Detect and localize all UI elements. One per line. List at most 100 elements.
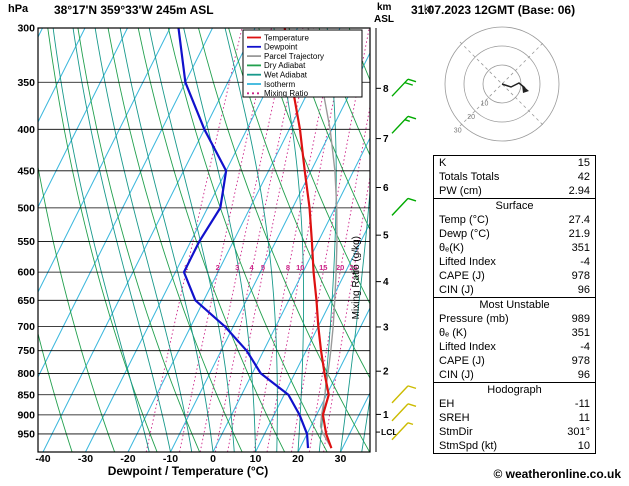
stat-row: Lifted Index -4 <box>434 340 595 354</box>
stat-label: CAPE (J) <box>439 355 485 367</box>
temp-tick-label: 20 <box>292 453 304 465</box>
isotherm-line <box>127 28 341 452</box>
stats-table: K 15 Totals Totals 42 PW (cm) 2.94 Surface Temp… <box>433 155 596 454</box>
mixing-ratio-line <box>253 28 338 452</box>
hodograph-spoke <box>459 41 545 127</box>
legend-label: Mixing Ratio <box>264 89 309 98</box>
pressure-tick-label: 600 <box>17 267 35 279</box>
plot-area: 1 2 3 4 5 8 10 15 20 25 <box>38 28 370 452</box>
temp-tick-label: 30 <box>335 453 347 465</box>
datetime-title: 31.07.2023 12GMT (Base: 06) <box>411 3 576 17</box>
pressure-tick-label: 500 <box>17 202 35 214</box>
km-tick-label: 4 <box>383 277 389 288</box>
stat-label: StmSpd (kt) <box>439 440 498 452</box>
stat-row: StmDir 301° <box>434 425 595 439</box>
legend-label: Parcel Trajectory <box>264 52 324 61</box>
stats-section-header: Hodograph <box>487 384 542 396</box>
km-tick-label: 1 <box>383 410 389 421</box>
hodograph-ring-label: 30 <box>454 127 462 134</box>
mixing-ratio-label: 8 <box>286 263 290 272</box>
stat-value: 21.9 <box>568 228 590 240</box>
stat-row: Dewp (°C) 21.9 <box>434 227 595 241</box>
isotherm-line <box>170 51 370 452</box>
hodograph-ring-label: 10 <box>481 100 489 107</box>
wind-barb <box>391 422 414 441</box>
temp-tick-label: 10 <box>250 453 262 465</box>
temp-tick-label: -30 <box>78 453 93 465</box>
stat-label: Totals Totals <box>439 171 500 183</box>
station-title: 38°17'N 359°33'W 245m ASL <box>54 3 214 17</box>
dry-adiabat-line <box>318 28 370 157</box>
stat-value: -4 <box>580 256 590 268</box>
stat-row: Lifted Index -4 <box>434 255 595 269</box>
stat-label: CIN (J) <box>439 284 474 296</box>
mixing-ratio-line <box>145 28 243 452</box>
hodograph-ring-label: 20 <box>467 114 475 121</box>
stats-section: Surface Temp (°C) 27.4 Dewp (°C) 21.9 θₑ(K) 35… <box>434 198 595 297</box>
stat-value: 351 <box>571 242 590 254</box>
mixing-ratio-label: 3 <box>235 263 239 272</box>
pressure-tick-label: 350 <box>17 77 35 89</box>
mixing-ratio-label: 20 <box>336 263 344 272</box>
legend-label: Temperature <box>264 33 309 42</box>
stat-row: CAPE (J) 978 <box>434 354 595 368</box>
isotherm-line <box>297 306 370 452</box>
asl-unit-label: ASL <box>374 14 394 25</box>
legend-label: Dewpoint <box>264 43 298 52</box>
stat-label: EH <box>439 398 455 410</box>
stat-row: SREH 11 <box>434 411 595 425</box>
stat-value: -11 <box>574 398 590 410</box>
wind-barb <box>391 385 417 404</box>
km-tick-label: 8 <box>383 84 389 95</box>
temperature-curve <box>283 28 333 449</box>
mixing-ratio-line <box>227 28 314 452</box>
mixing-ratio-line <box>308 104 370 452</box>
stat-value: 351 <box>571 327 590 339</box>
temp-tick-label: -20 <box>120 453 135 465</box>
pressure-tick-label: 800 <box>17 368 35 380</box>
mixing-ratio-line <box>199 28 291 452</box>
legend-label: Wet Adiabat <box>264 71 308 80</box>
stat-row: θₑ(K) 351 <box>434 241 595 255</box>
stats-section: Most Unstable Pressure (mb) 989 θₑ (K) 351 Li… <box>434 297 595 382</box>
isotherm-line <box>38 28 213 379</box>
km-unit-label: km <box>377 2 392 13</box>
stat-label: Lifted Index <box>439 341 496 353</box>
stat-value: 96 <box>577 284 590 296</box>
mixing-ratio-axis-label: Mixing Ratio (g/kg) <box>351 236 362 320</box>
pressure-tick-label: 700 <box>17 321 35 333</box>
stat-value: 989 <box>571 313 590 325</box>
km-tick-label: 6 <box>383 183 389 194</box>
temp-tick-label: -10 <box>163 453 178 465</box>
isotherm-line <box>212 136 370 452</box>
km-tick-label: 2 <box>383 367 389 378</box>
stats-section: Hodograph EH -11 SREH 11 StmDir 301° StmSpd (kt… <box>434 382 595 453</box>
stat-value: 11 <box>578 412 590 424</box>
pressure-tick-label: 750 <box>17 345 35 357</box>
dry-adiabat-line <box>38 331 73 452</box>
stats-section: K 15 Totals Totals 42 PW (cm) 2.94 <box>434 156 595 198</box>
stat-label: Pressure (mb) <box>439 313 509 325</box>
stat-value: -4 <box>580 341 590 353</box>
hodograph-ring <box>444 26 560 142</box>
pressure-tick-label: 650 <box>17 295 35 307</box>
hodograph: 10 20 30 <box>444 26 560 142</box>
isotherm-line <box>38 28 86 124</box>
km-tick-label: 5 <box>383 231 389 242</box>
parcel-trajectory-curve <box>307 28 338 449</box>
stat-label: θₑ (K) <box>439 327 467 339</box>
temp-tick-label: 0 <box>210 453 216 465</box>
stat-value: 978 <box>571 270 590 282</box>
stat-row: CIN (J) 96 <box>434 368 595 382</box>
mixing-ratio-label: 25 <box>349 263 357 272</box>
stat-value: 42 <box>577 171 590 183</box>
stats-section-header: Most Unstable <box>479 299 550 311</box>
mixing-ratio-line <box>323 174 370 452</box>
stats-section-header: Surface <box>495 200 534 212</box>
hodograph-spoke <box>459 41 545 127</box>
x-axis-label: Dewpoint / Temperature (°C) <box>107 464 269 478</box>
pressure-tick-label: 450 <box>17 165 35 177</box>
stat-row: StmSpd (kt) 10 <box>434 439 595 453</box>
hodograph-ring <box>463 45 541 123</box>
